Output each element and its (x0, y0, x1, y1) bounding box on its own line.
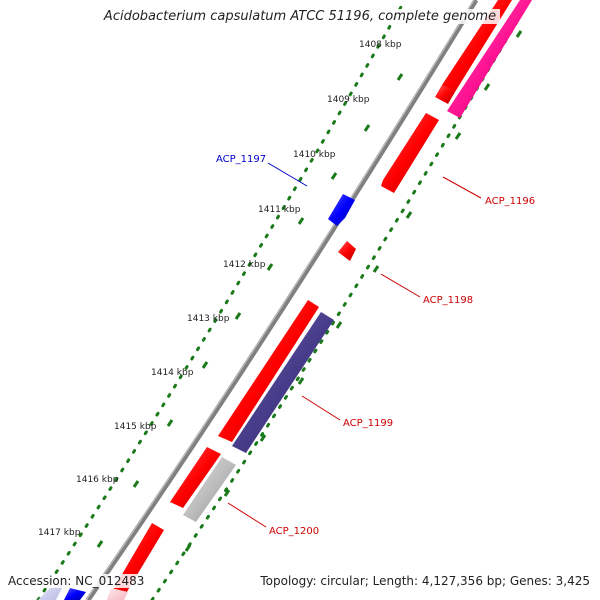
scale-label-1409: 1409 kbp (327, 95, 370, 105)
accession-text: Accession: NC_012483 (8, 574, 145, 588)
scale-ticks-outer (184, 30, 523, 552)
genome-summary-text: Topology: circular; Length: 4,127,356 bp… (260, 574, 590, 588)
rrna-gene-pink (447, 0, 532, 118)
scale-label-1412: 1412 kbp (223, 260, 266, 270)
leader-acp-1198 (380, 273, 421, 298)
leader-acp-1197 (267, 162, 308, 187)
accession-info: Accession: NC_012483 (8, 574, 145, 588)
scale-label-1415: 1415 kbp (114, 422, 157, 432)
gene-acp-1199 (232, 312, 334, 453)
gene-label-acp-1199: ACP_1199 (343, 418, 393, 429)
gene-label-acp-1196: ACP_1196 (485, 196, 535, 207)
genome-backbone-highlight (85, 0, 475, 600)
scale-label-1413: 1413 kbp (187, 314, 230, 324)
scale-ring-inner (36, 0, 407, 600)
scale-label-1411: 1411 kbp (258, 205, 301, 215)
scale-label-1414: 1414 kbp (151, 368, 194, 378)
gene-label-acp-1200: ACP_1200 (269, 526, 319, 537)
scale-label-1416: 1416 kbp (76, 475, 119, 485)
gene-red-top-small (435, 85, 455, 104)
gene-acp-1198 (338, 241, 356, 261)
genome-summary: Topology: circular; Length: 4,127,356 bp… (260, 574, 590, 588)
gene-red-1200-left (170, 447, 221, 508)
genome-backbone (85, 0, 479, 600)
gene-pale-bottom (107, 588, 128, 600)
gene-red-1199-companion (218, 300, 319, 442)
gene-acp-1196 (381, 113, 439, 193)
gene-acp-1197 (328, 194, 355, 226)
gene-label-acp-1197: ACP_1197 (216, 154, 266, 165)
scale-label-1408: 1408 kbp (359, 40, 402, 50)
map-title: Acidobacterium capsulatum ATCC 51196, co… (0, 9, 600, 24)
gene-label-acp-1198: ACP_1198 (423, 295, 473, 306)
scale-label-1410: 1410 kbp (293, 150, 336, 160)
map-title-text: Acidobacterium capsulatum ATCC 51196, co… (99, 9, 501, 24)
leader-acp-1199 (301, 395, 341, 421)
scale-ticks-inner (96, 73, 404, 548)
leader-acp-1200 (227, 502, 267, 528)
scale-label-1417: 1417 kbp (38, 528, 81, 538)
gene-blue-bottom (64, 588, 86, 600)
leader-acp-1196 (442, 176, 482, 199)
gene-acp-1200 (183, 457, 236, 522)
